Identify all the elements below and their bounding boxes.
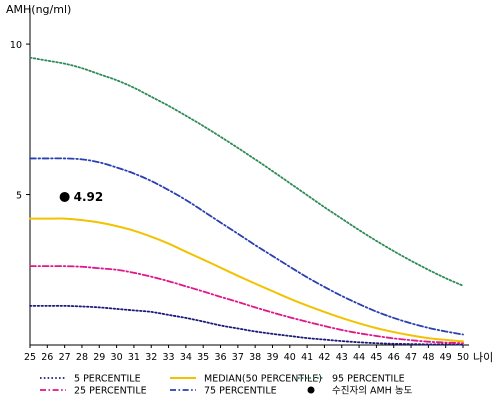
x-tick-label: 31 — [128, 352, 140, 363]
x-tick-label: 50 — [457, 352, 469, 363]
x-tick-label: 49 — [440, 352, 452, 363]
patient-point — [59, 191, 70, 202]
x-tick-label: 41 — [301, 352, 313, 363]
x-tick-label: 28 — [76, 352, 88, 363]
x-tick-label: 30 — [111, 352, 123, 363]
x-tick-label: 37 — [232, 352, 244, 363]
series-line-2 — [29, 217, 464, 343]
patient-point-label: 4.92 — [74, 190, 104, 204]
legend-label-5: 수진자의 AMH 농도 — [332, 386, 413, 397]
series-line-3 — [29, 157, 464, 336]
x-tick-label: 46 — [388, 352, 400, 363]
x-tick-label: 40 — [284, 352, 296, 363]
legend-swatch-5 — [307, 386, 315, 394]
y-tick-label: 10 — [10, 40, 22, 51]
legend-label-3: 75 PERCENTILE — [204, 386, 277, 397]
x-tick-label: 36 — [214, 352, 226, 363]
y-tick-label: 5 — [16, 191, 22, 202]
x-tick-label: 26 — [41, 352, 53, 363]
x-tick-label: 25 — [24, 352, 36, 363]
x-tick-label: 48 — [422, 352, 434, 363]
series-line-0 — [29, 304, 464, 346]
x-tick-label: 38 — [249, 352, 261, 363]
y-axis-title: AMH(ng/ml) — [6, 3, 71, 16]
x-tick-label: 33 — [163, 352, 175, 363]
x-tick-label: 39 — [266, 352, 278, 363]
x-tick-label: 43 — [336, 352, 348, 363]
x-axis-title: 나이 — [473, 351, 493, 364]
x-tick-label: 44 — [353, 352, 365, 363]
legend-label-2: MEDIAN(50 PERCENTILE) — [204, 374, 322, 385]
series-line-1 — [29, 265, 464, 345]
x-tick-label: 27 — [59, 352, 71, 363]
x-tick-label: 35 — [197, 352, 209, 363]
series-line-4 — [29, 56, 464, 287]
x-tick-label: 29 — [93, 352, 105, 363]
legend-label-0: 5 PERCENTILE — [74, 374, 141, 385]
legend-label-4: 95 PERCENTILE — [332, 374, 405, 385]
x-tick-label: 34 — [180, 352, 192, 363]
x-tick-label: 32 — [145, 352, 157, 363]
legend-label-1: 25 PERCENTILE — [74, 386, 147, 397]
x-tick-label: 45 — [370, 352, 382, 363]
x-tick-label: 47 — [405, 352, 417, 363]
x-tick-label: 42 — [318, 352, 330, 363]
